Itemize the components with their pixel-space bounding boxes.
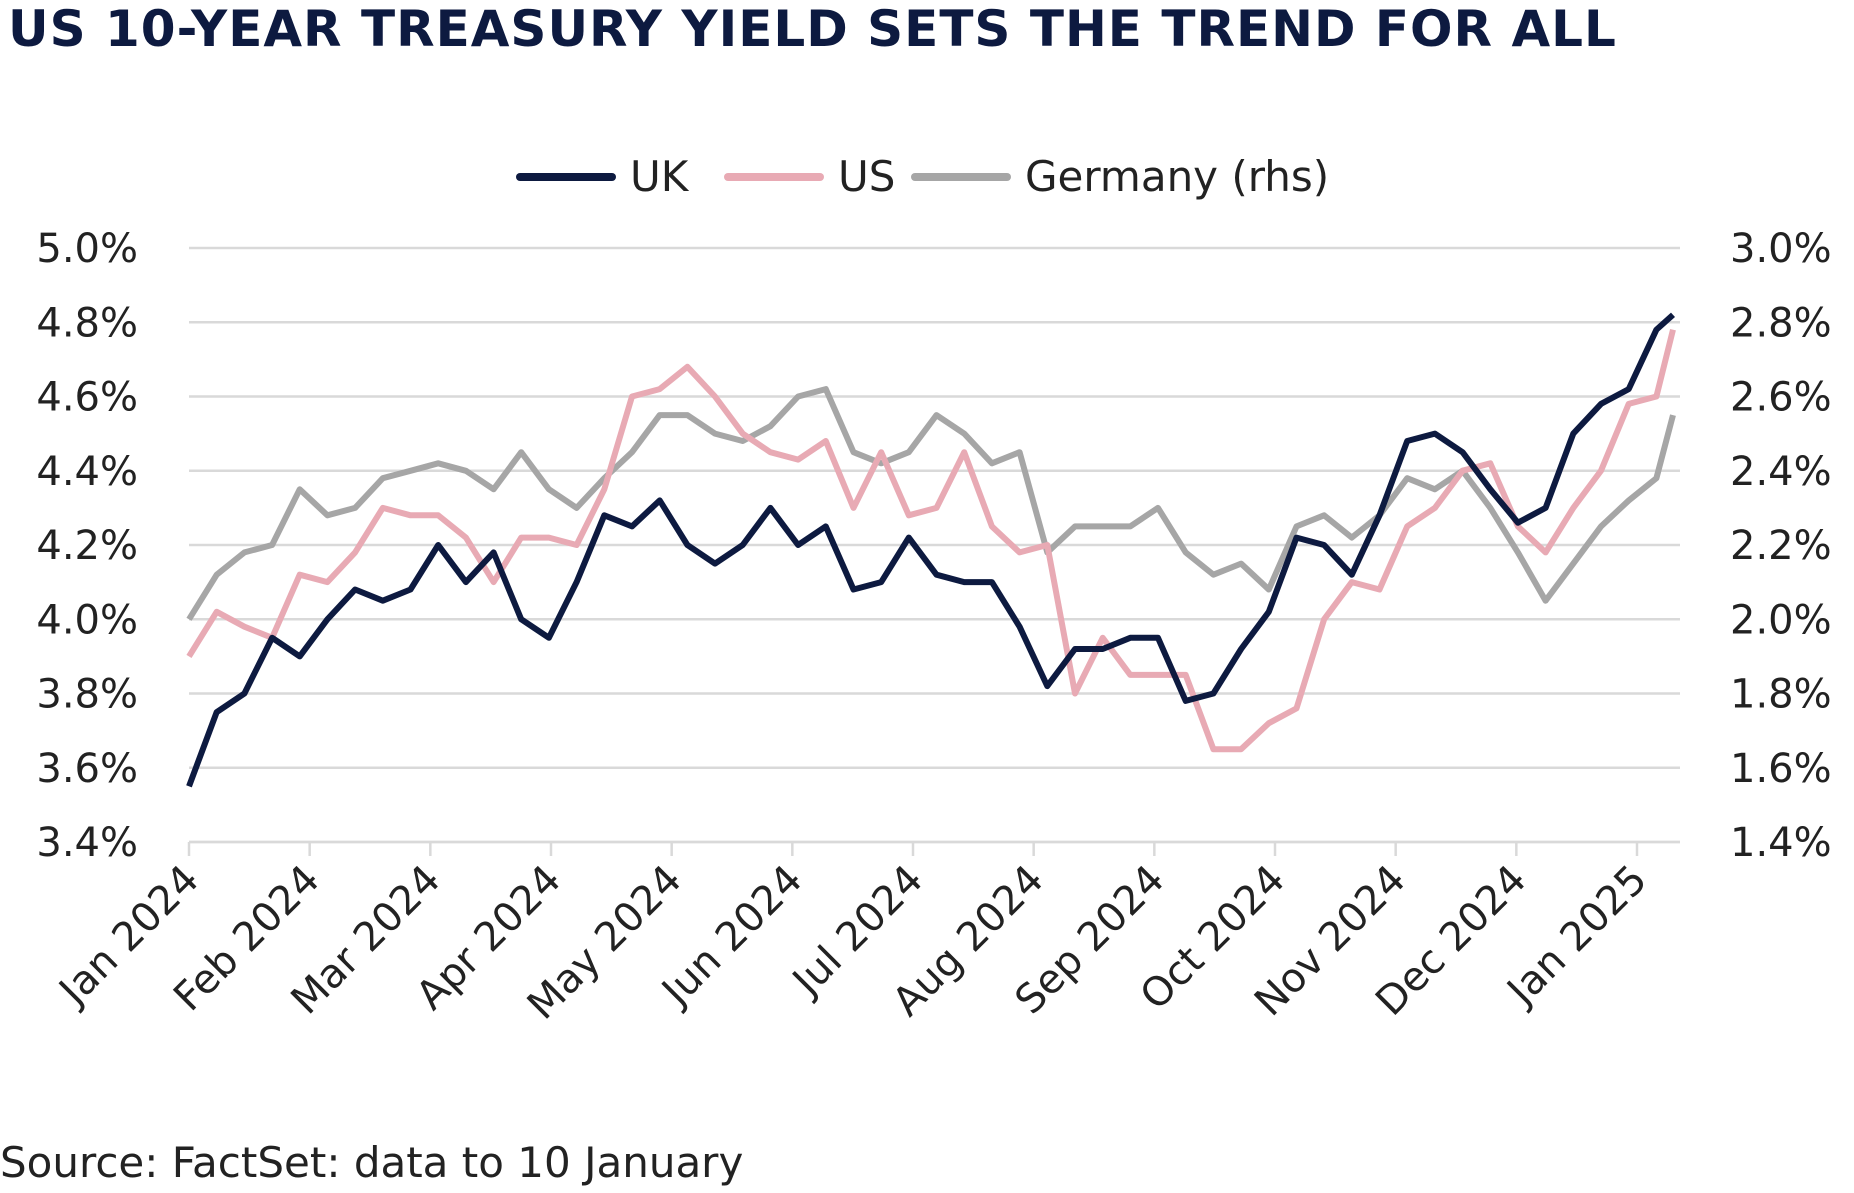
chart-title: US 10-YEAR TREASURY YIELD SETS THE TREND… — [8, 0, 1617, 58]
y-tick-right: 1.6% — [1730, 746, 1832, 792]
y-tick-left: 3.8% — [36, 672, 138, 718]
y-tick-left: 4.8% — [36, 300, 138, 346]
y-tick-right: 3.0% — [1730, 226, 1832, 272]
y-tick-right: 2.4% — [1730, 449, 1832, 495]
legend-label: UK — [630, 152, 690, 201]
y-tick-right: 1.4% — [1730, 820, 1832, 866]
y-tick-right: 1.8% — [1730, 672, 1832, 718]
y-tick-left: 3.4% — [36, 820, 138, 866]
series-line-uk — [186, 312, 1676, 788]
source-note: Source: FactSet: data to 10 January — [0, 1138, 744, 1187]
y-tick-left: 3.6% — [36, 746, 138, 792]
series-line-us — [186, 328, 1676, 753]
y-tick-left: 5.0% — [36, 226, 138, 272]
series-line-germany — [186, 386, 1676, 621]
legend-label: US — [838, 152, 895, 201]
y-tick-left: 4.4% — [36, 449, 138, 495]
y-tick-right: 2.6% — [1730, 375, 1832, 421]
y-tick-right: 2.8% — [1730, 300, 1832, 346]
legend-label: Germany (rhs) — [1025, 152, 1329, 201]
y-tick-left: 4.2% — [36, 523, 138, 569]
y-tick-right: 2.0% — [1730, 597, 1832, 643]
y-tick-right: 2.2% — [1730, 523, 1832, 569]
y-tick-left: 4.6% — [36, 375, 138, 421]
y-tick-left: 4.0% — [36, 597, 138, 643]
